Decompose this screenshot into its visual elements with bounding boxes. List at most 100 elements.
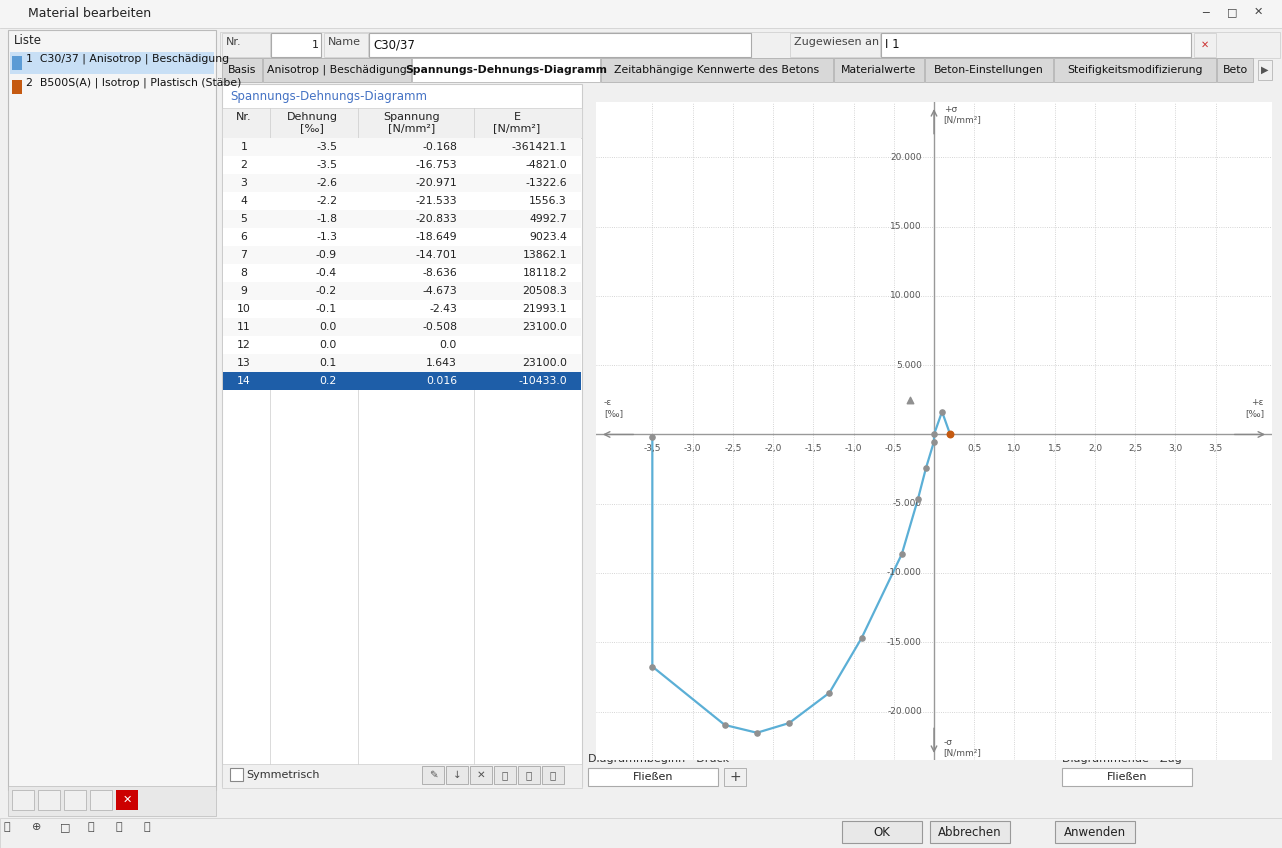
Text: -1,5: -1,5 — [805, 444, 822, 453]
Text: -3.5: -3.5 — [315, 142, 337, 152]
Bar — [601, 58, 833, 82]
Text: 4992.7: 4992.7 — [529, 214, 567, 224]
Point — [746, 726, 767, 739]
Text: 0.0: 0.0 — [319, 340, 337, 350]
Text: 0.0: 0.0 — [440, 340, 456, 350]
Text: 1: 1 — [312, 40, 319, 50]
Text: -1322.6: -1322.6 — [526, 178, 567, 188]
Text: +σ
[N/mm²]: +σ [N/mm²] — [944, 105, 982, 124]
Text: Spannungs-Dehnungs-Diagramm: Spannungs-Dehnungs-Diagramm — [604, 104, 801, 117]
Text: ⬜: ⬜ — [501, 770, 508, 780]
Text: -2,5: -2,5 — [724, 444, 741, 453]
Text: 2: 2 — [241, 160, 247, 170]
Text: Name: Name — [328, 37, 362, 47]
Bar — [12, 790, 35, 810]
Text: -15.000: -15.000 — [887, 638, 922, 647]
Text: 21993.1: 21993.1 — [522, 304, 567, 314]
Text: 1556.3: 1556.3 — [529, 196, 567, 206]
Bar — [115, 790, 138, 810]
Text: -10.000: -10.000 — [887, 568, 922, 577]
Text: 5.000: 5.000 — [896, 360, 922, 370]
Text: 🖶: 🖶 — [550, 770, 556, 780]
Bar — [222, 764, 582, 788]
Text: Steifigkeitsmodifizierung: Steifigkeitsmodifizierung — [1067, 65, 1203, 75]
Text: 0.016: 0.016 — [426, 376, 456, 386]
Text: □: □ — [60, 822, 71, 832]
Text: Beton-Einstellungen: Beton-Einstellungen — [935, 65, 1044, 75]
Bar — [0, 818, 1282, 848]
Text: ✕: ✕ — [477, 770, 486, 780]
Bar — [223, 192, 581, 210]
Point — [642, 430, 663, 444]
Text: 3,0: 3,0 — [1168, 444, 1182, 453]
Point — [940, 427, 960, 441]
Bar — [223, 354, 581, 372]
Text: 1: 1 — [241, 142, 247, 152]
Bar — [222, 58, 262, 82]
Text: 3: 3 — [241, 178, 247, 188]
Text: Basis: Basis — [228, 65, 256, 75]
Point — [932, 404, 953, 418]
Text: Beto: Beto — [1222, 65, 1247, 75]
Text: [N/mm²]: [N/mm²] — [388, 123, 436, 133]
Text: 0.2: 0.2 — [319, 376, 337, 386]
Bar — [1061, 768, 1192, 786]
Text: Fließen: Fließen — [633, 772, 673, 782]
Bar — [223, 156, 581, 174]
Text: I 1: I 1 — [885, 38, 900, 52]
Text: -2.43: -2.43 — [429, 304, 456, 314]
Text: -3.5: -3.5 — [315, 160, 337, 170]
Text: -0.9: -0.9 — [315, 250, 337, 260]
Bar — [542, 766, 564, 784]
Bar — [518, 766, 540, 784]
Text: 20.000: 20.000 — [891, 153, 922, 162]
Text: -0.1: -0.1 — [315, 304, 337, 314]
Text: 13: 13 — [237, 358, 251, 368]
Bar — [422, 766, 444, 784]
Text: Spannungs-Dehnungs-Diagramm: Spannungs-Dehnungs-Diagramm — [405, 65, 606, 75]
Text: -5.000: -5.000 — [892, 499, 922, 508]
Point — [891, 547, 912, 561]
Text: Zeitabhängige Kennwerte des Betons: Zeitabhängige Kennwerte des Betons — [614, 65, 819, 75]
Bar — [223, 264, 581, 282]
Bar — [223, 210, 581, 228]
Text: 🔧: 🔧 — [144, 822, 150, 832]
Text: -0.4: -0.4 — [315, 268, 337, 278]
Text: Fließen: Fließen — [1106, 772, 1147, 782]
Bar — [8, 30, 215, 790]
Text: -16.753: -16.753 — [415, 160, 456, 170]
Bar — [221, 82, 1279, 788]
Bar — [494, 766, 515, 784]
Text: -4821.0: -4821.0 — [526, 160, 567, 170]
Text: ─: ─ — [1203, 7, 1209, 17]
Text: 0.1: 0.1 — [319, 358, 337, 368]
Point — [915, 461, 936, 475]
Text: 10: 10 — [237, 304, 251, 314]
Text: 18118.2: 18118.2 — [522, 268, 567, 278]
Text: Nr.: Nr. — [236, 112, 251, 122]
Bar — [222, 84, 582, 786]
Text: 4: 4 — [241, 196, 247, 206]
Point — [924, 435, 945, 449]
Text: ✕: ✕ — [1254, 7, 1263, 17]
Text: 9: 9 — [241, 286, 247, 296]
Bar — [324, 33, 368, 57]
Text: 14: 14 — [237, 376, 251, 386]
Point — [714, 718, 735, 732]
Bar — [223, 300, 581, 318]
Text: -2.6: -2.6 — [315, 178, 337, 188]
Text: -3,5: -3,5 — [644, 444, 662, 453]
Point — [900, 393, 920, 406]
Text: Anisotrop | Beschädigung: Anisotrop | Beschädigung — [267, 64, 406, 75]
Text: Abbrechen: Abbrechen — [938, 825, 1001, 839]
Bar — [10, 52, 214, 74]
Text: ⊕: ⊕ — [32, 822, 41, 832]
Text: ⬜: ⬜ — [526, 770, 532, 780]
Bar — [12, 56, 22, 70]
Text: Symmetrisch: Symmetrisch — [246, 770, 319, 780]
Bar — [223, 246, 581, 264]
Text: 11: 11 — [237, 322, 251, 332]
Bar — [90, 790, 112, 810]
Text: 20508.3: 20508.3 — [522, 286, 567, 296]
Bar — [223, 336, 581, 354]
